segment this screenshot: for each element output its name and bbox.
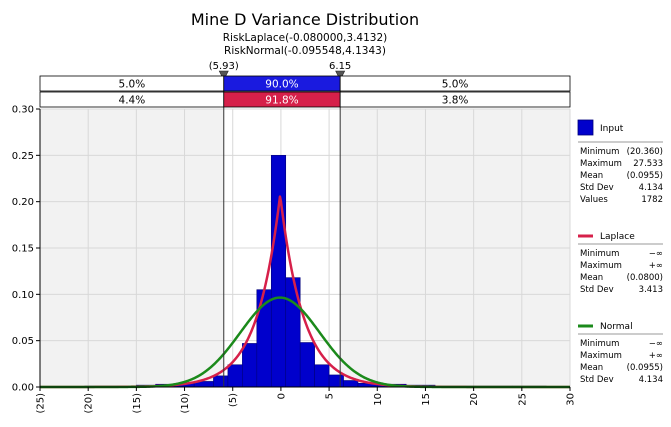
band-laplace-right-label: 3.8% [442, 95, 469, 107]
x-tick-label: (25) [36, 393, 47, 414]
legend-stat-label: Values [580, 195, 608, 205]
legend-stat-value: +∞ [649, 351, 663, 361]
legend: Input Minimum (20.360) Maximum 27.533 Mean (0.… [577, 119, 663, 385]
x-tick-label: (20) [84, 393, 95, 414]
chart-subtitle-laplace: RiskLaplace(-0.080000,3.4132) [223, 32, 387, 44]
histogram-bar [270, 155, 287, 388]
chart-subtitle-normal: RiskNormal(-0.095548,4.1343) [224, 45, 386, 57]
histogram-bar [314, 364, 330, 388]
x-tick-label: 30 [566, 393, 577, 406]
legend-stat-value: −∞ [649, 249, 663, 259]
legend-stat-label: Minimum [580, 147, 619, 157]
x-tick-label: 20 [469, 393, 480, 406]
band-laplace-left-label: 4.4% [119, 95, 146, 107]
band-input-right [339, 75, 571, 92]
legend-label-normal: Normal [600, 322, 633, 332]
legend-stat-label: Maximum [580, 159, 622, 169]
legend-stat-label: Std Dev [580, 285, 614, 295]
band-laplace-middle-label: 91.8% [265, 95, 298, 107]
legend-stat-label: Mean [580, 273, 603, 283]
axes: 0.00 0.05 0.10 0.15 0.20 0.25 0.30 (25) (20) (15)… [12, 105, 577, 414]
x-tick-label: 0 [276, 393, 287, 399]
band-laplace-right [339, 91, 571, 108]
probability-bands: 5.0% 90.0% 5.0% 4.4% 91.8% 3.8% [39, 75, 571, 108]
y-tick-label: 0.05 [12, 336, 34, 347]
y-tick-label: 0.25 [12, 151, 34, 162]
legend-stat-value: (0.0955) [627, 171, 663, 181]
y-tick-label: 0.20 [12, 197, 34, 208]
band-input-middle-label: 90.0% [265, 79, 298, 91]
y-tick-label: 0.10 [12, 290, 34, 301]
delimiters[interactable]: (5.93) 6.15 [209, 61, 352, 387]
legend-stat-label: Minimum [580, 249, 619, 259]
legend-stat-label: Maximum [580, 261, 622, 271]
legend-stat-value: −∞ [649, 339, 663, 349]
legend-stat-value: 4.134 [639, 375, 663, 385]
legend-stat-value: 27.533 [633, 159, 663, 169]
legend-stat-value: (0.0800) [627, 273, 663, 283]
legend-stat-value: (0.0955) [627, 363, 663, 373]
legend-stat-label: Std Dev [580, 183, 614, 193]
legend-stat-value: 3.413 [639, 285, 663, 295]
chart-title: Mine D Variance Distribution [191, 10, 419, 29]
legend-stat-value: 1782 [641, 195, 663, 205]
legend-label-input: Input [600, 124, 624, 134]
x-tick-label: (5) [228, 393, 239, 407]
y-tick-label: 0.00 [12, 383, 34, 394]
y-tick-label: 0.15 [12, 244, 34, 255]
legend-stat-label: Mean [580, 171, 603, 181]
x-tick-label: 15 [421, 393, 432, 406]
legend-stat-value: (20.360) [627, 147, 663, 157]
histogram-bar [343, 380, 359, 388]
y-tick-label: 0.30 [12, 105, 34, 116]
legend-stat-value: +∞ [649, 261, 663, 271]
histogram-bar [227, 364, 243, 388]
legend-stat-label: Mean [580, 363, 603, 373]
x-tick-label: (15) [132, 393, 143, 414]
x-tick-label: 10 [373, 393, 384, 406]
legend-swatch-input [577, 119, 594, 136]
legend-stat-label: Maximum [580, 351, 622, 361]
x-tick-label: 25 [517, 393, 528, 406]
delimiter-handle-left [218, 70, 229, 81]
delimiter-label-right: 6.15 [329, 61, 351, 72]
legend-label-laplace: Laplace [600, 232, 635, 242]
histogram-bar [242, 343, 258, 388]
x-tick-label: (10) [180, 393, 191, 414]
histogram-bar [213, 375, 229, 388]
delimiter-handle-right [335, 70, 346, 81]
histogram-bar [299, 342, 315, 388]
legend-stat-label: Minimum [580, 339, 619, 349]
x-tick-label: 5 [325, 393, 336, 399]
histogram-bar [328, 374, 344, 388]
legend-stat-label: Std Dev [580, 375, 614, 385]
band-input-left-label: 5.0% [119, 79, 146, 91]
band-input-right-label: 5.0% [442, 79, 469, 91]
delimiter-label-left: (5.93) [209, 61, 239, 72]
legend-stat-value: 4.134 [639, 183, 663, 193]
